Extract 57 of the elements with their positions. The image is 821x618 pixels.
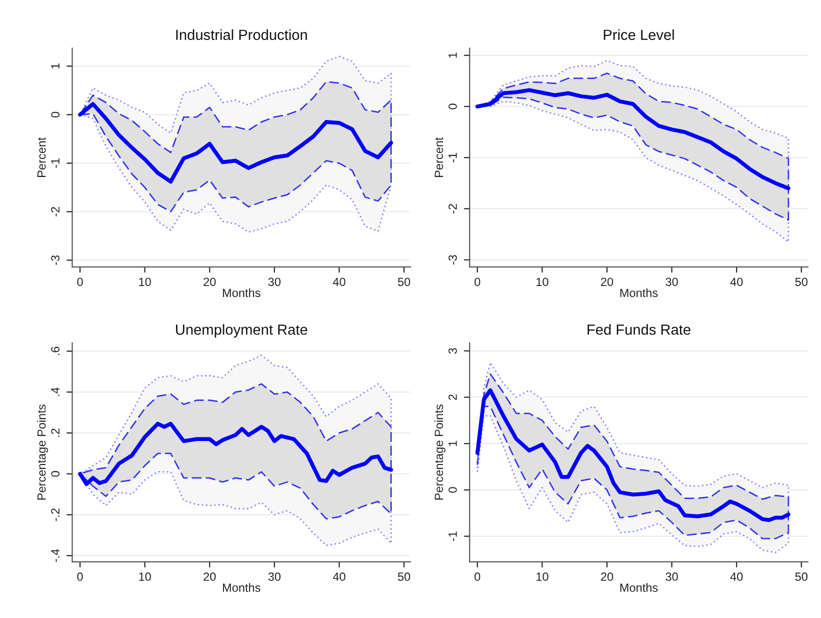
x-tick-label: 30 bbox=[666, 278, 678, 286]
y-tick-label: 1 bbox=[448, 52, 457, 58]
x-tick-label: 0 bbox=[474, 278, 480, 286]
chart-title: Industrial Production bbox=[176, 29, 307, 40]
y-tick-label: 3 bbox=[448, 348, 457, 354]
y-tick-label: 1 bbox=[51, 63, 60, 69]
x-tick-label: 50 bbox=[398, 572, 410, 581]
x-axis-title: Months bbox=[222, 288, 260, 298]
x-tick-label: 30 bbox=[666, 572, 678, 581]
x-tick-label: 10 bbox=[139, 278, 151, 286]
y-tick-label: -1 bbox=[448, 152, 457, 162]
chart-title: Fed Funds Rate bbox=[588, 324, 690, 335]
x-tick-label: 10 bbox=[536, 278, 548, 286]
x-tick-label: 50 bbox=[795, 278, 808, 286]
x-tick-label: 20 bbox=[204, 278, 216, 286]
y-tick-label: 0 bbox=[51, 471, 60, 477]
x-tick-label: 20 bbox=[601, 572, 614, 581]
y-axis-title: Percentage Points bbox=[37, 404, 48, 500]
y-tick-label: .2 bbox=[51, 428, 60, 437]
y-tick-label: .6 bbox=[51, 346, 60, 356]
y-tick-label: -.4 bbox=[51, 549, 60, 562]
y-tick-label: -2 bbox=[51, 207, 60, 216]
y-tick-label: 0 bbox=[51, 112, 60, 118]
x-tick-label: 10 bbox=[536, 572, 548, 581]
x-tick-label: 0 bbox=[474, 572, 480, 581]
x-tick-label: 50 bbox=[795, 572, 808, 581]
x-tick-label: 10 bbox=[139, 572, 151, 581]
y-tick-label: -3 bbox=[51, 255, 60, 265]
x-tick-label: 40 bbox=[730, 572, 743, 581]
y-tick-label: 0 bbox=[448, 104, 457, 110]
y-tick-label: 0 bbox=[448, 487, 457, 493]
y-axis-title: Percent bbox=[434, 137, 444, 177]
x-tick-label: 40 bbox=[332, 572, 346, 581]
x-tick-label: 20 bbox=[204, 572, 216, 581]
y-tick-label: -1 bbox=[51, 158, 60, 168]
x-tick-label: 30 bbox=[268, 278, 281, 286]
x-tick-label: 0 bbox=[77, 278, 83, 286]
y-axis-title: Percentage Points bbox=[434, 404, 446, 500]
y-tick-label: -1 bbox=[448, 532, 457, 541]
y-tick-label: 1 bbox=[448, 440, 457, 446]
chart-title: Unemployment Rate bbox=[176, 324, 308, 338]
y-tick-label: -3 bbox=[448, 255, 457, 265]
y-tick-label: 2 bbox=[448, 394, 457, 400]
x-tick-label: 40 bbox=[332, 278, 346, 286]
y-tick-label: .4 bbox=[51, 387, 60, 396]
x-tick-label: 20 bbox=[601, 278, 614, 286]
y-axis-title: Percent bbox=[37, 137, 46, 177]
y-tick-label: -2 bbox=[448, 204, 457, 214]
x-tick-label: 0 bbox=[77, 572, 83, 581]
x-axis-title: Months bbox=[620, 583, 658, 592]
x-tick-label: 50 bbox=[398, 278, 410, 286]
x-axis-title: Months bbox=[222, 583, 260, 592]
chart-title: Price Level bbox=[604, 29, 674, 40]
y-tick-label: -.2 bbox=[51, 508, 60, 522]
x-tick-label: 40 bbox=[730, 278, 743, 286]
x-tick-label: 30 bbox=[268, 572, 281, 581]
x-axis-title: Months bbox=[620, 288, 658, 298]
